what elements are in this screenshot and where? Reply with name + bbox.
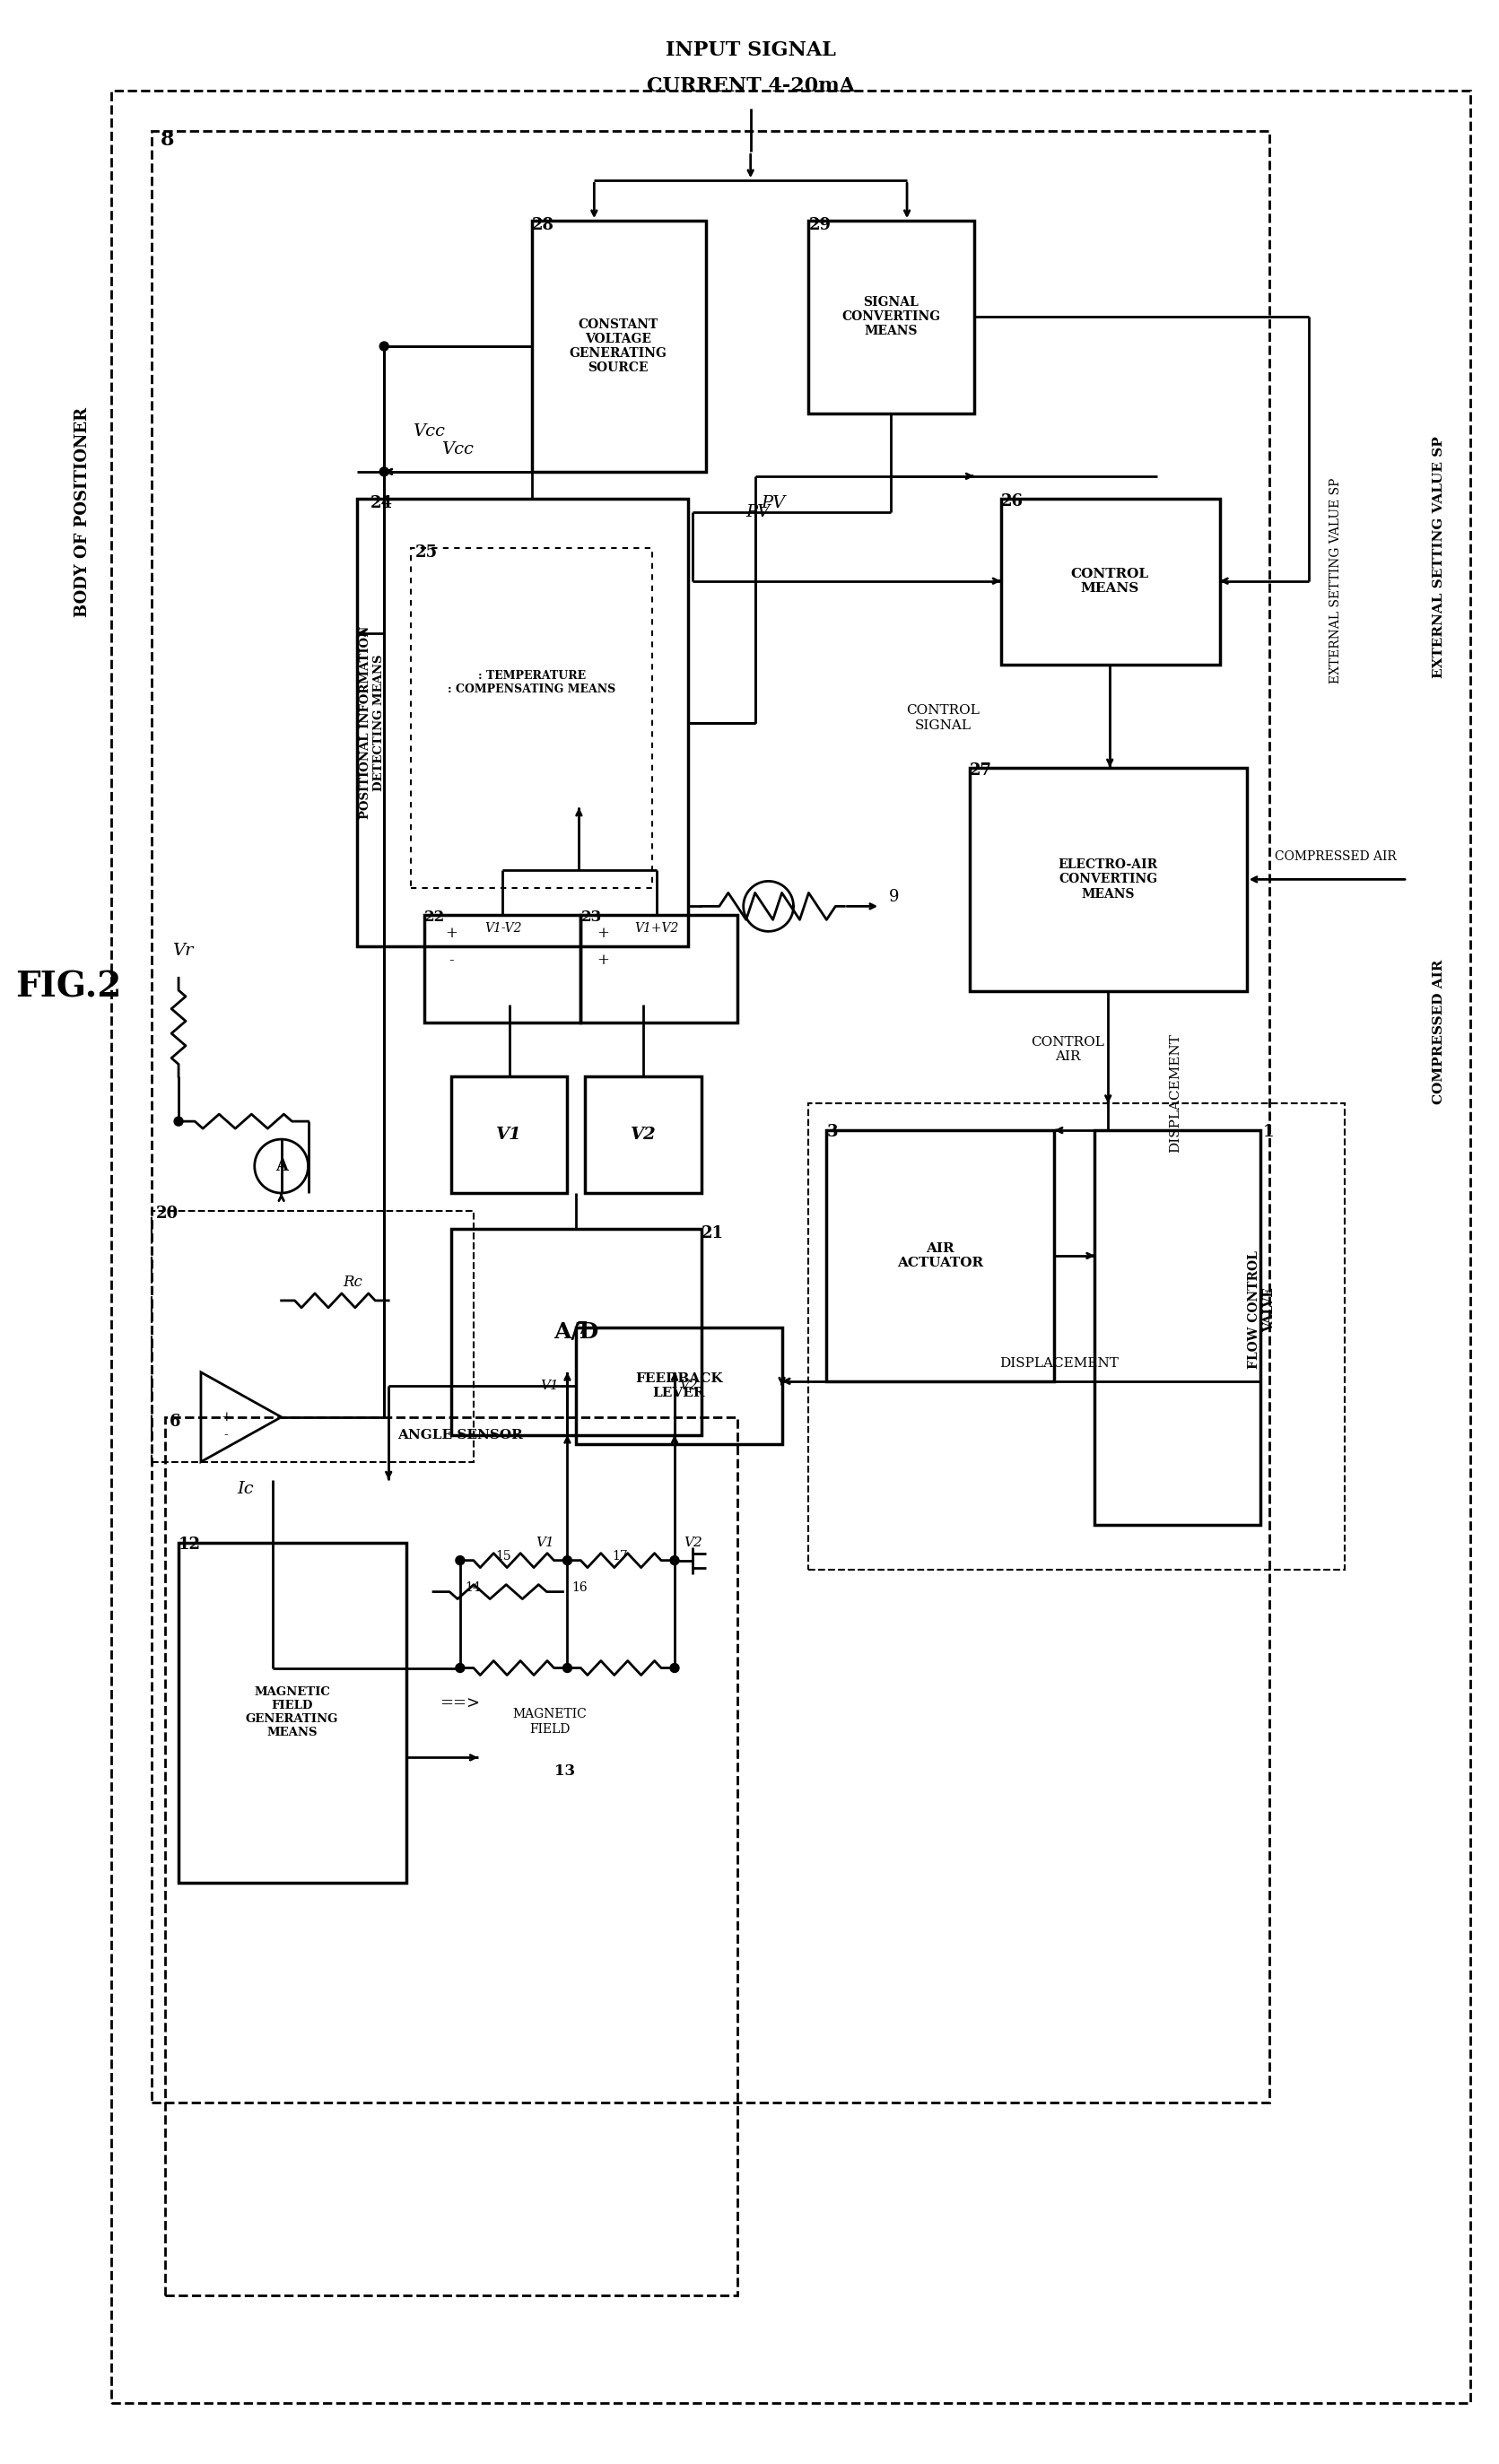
Text: POSITIONAL INFORMATION
DETECTING MEANS: POSITIONAL INFORMATION DETECTING MEANS (360, 626, 385, 818)
Text: V2: V2 (684, 1535, 702, 1550)
Text: EXTERNAL SETTING VALUE SP: EXTERNAL SETTING VALUE SP (1330, 478, 1342, 685)
Text: FIG.2: FIG.2 (15, 971, 121, 1003)
Bar (808, 1104, 1345, 1570)
Bar (151, 131, 1270, 2102)
Text: ANGLE SENSOR: ANGLE SENSOR (397, 1429, 523, 1441)
Text: CONSTANT
VOLTAGE
GENERATING
SOURCE: CONSTANT VOLTAGE GENERATING SOURCE (570, 318, 667, 375)
Text: A/D: A/D (553, 1321, 598, 1343)
Circle shape (456, 1663, 465, 1673)
Text: PV: PV (760, 495, 785, 510)
Text: PV: PV (747, 505, 770, 520)
Bar (826, 1131, 1054, 1382)
Text: ==>: ==> (439, 1695, 480, 1712)
Text: V1: V1 (535, 1535, 555, 1550)
Text: 1: 1 (1262, 1124, 1274, 1141)
Bar (151, 1210, 474, 1461)
Text: +: + (445, 926, 457, 941)
Text: : TEMPERATURE
: COMPENSATING MEANS: : TEMPERATURE : COMPENSATING MEANS (448, 670, 616, 695)
Bar (580, 914, 738, 1023)
Text: 3: 3 (826, 1124, 838, 1141)
Circle shape (379, 468, 388, 476)
Text: AIR
ACTUATOR: AIR ACTUATOR (896, 1242, 983, 1269)
Circle shape (456, 1555, 465, 1565)
Text: 8: 8 (160, 131, 174, 150)
Bar (451, 1077, 567, 1193)
Circle shape (670, 1555, 679, 1565)
Text: CONTROL
AIR: CONTROL AIR (1031, 1035, 1105, 1062)
Text: BODY OF POSITIONER: BODY OF POSITIONER (75, 407, 91, 616)
Text: 26: 26 (1001, 493, 1024, 510)
Bar (424, 914, 580, 1023)
Text: +: + (597, 926, 609, 941)
Text: COMPRESSED AIR: COMPRESSED AIR (1276, 850, 1397, 862)
Text: Vcc: Vcc (441, 441, 474, 458)
Text: CONTROL
MEANS: CONTROL MEANS (1070, 567, 1148, 594)
Circle shape (379, 342, 388, 350)
Text: INPUT SIGNAL: INPUT SIGNAL (666, 42, 836, 62)
Text: 9: 9 (889, 890, 899, 904)
Text: Rc: Rc (343, 1274, 363, 1291)
Circle shape (174, 1116, 183, 1126)
Bar (1001, 498, 1220, 665)
Text: DISPLACEMENT: DISPLACEMENT (1000, 1358, 1118, 1370)
Text: V2: V2 (631, 1126, 657, 1143)
Text: 12: 12 (178, 1535, 201, 1552)
Text: FEEDBACK
LEVER: FEEDBACK LEVER (636, 1372, 723, 1400)
Text: SIGNAL
CONVERTING
MEANS: SIGNAL CONVERTING MEANS (841, 296, 940, 338)
Text: 23: 23 (580, 909, 601, 924)
Circle shape (670, 1663, 679, 1673)
Text: 25: 25 (415, 545, 438, 559)
Text: 16: 16 (571, 1582, 588, 1594)
Text: +: + (220, 1412, 231, 1424)
Bar (585, 1077, 702, 1193)
Text: -: - (448, 954, 454, 968)
Bar (451, 1230, 702, 1434)
Text: V1-V2: V1-V2 (484, 922, 522, 934)
Text: EXTERNAL SETTING VALUE SP: EXTERNAL SETTING VALUE SP (1433, 436, 1445, 678)
Text: V1: V1 (540, 1380, 559, 1392)
Bar (532, 222, 706, 471)
Bar (576, 1328, 782, 1444)
Text: DISPLACEMENT: DISPLACEMENT (1169, 1032, 1181, 1153)
Text: CURRENT 4-20mA: CURRENT 4-20mA (646, 76, 854, 96)
Text: +: + (597, 954, 609, 968)
Text: 21: 21 (702, 1225, 724, 1242)
Text: V1+V2: V1+V2 (634, 922, 679, 934)
Text: CONTROL
SIGNAL: CONTROL SIGNAL (905, 705, 979, 732)
Text: 27: 27 (970, 761, 992, 779)
Text: 29: 29 (808, 217, 830, 234)
Text: 24: 24 (370, 495, 393, 510)
Bar (1094, 1131, 1261, 1525)
Text: 20: 20 (156, 1205, 178, 1222)
Bar (970, 766, 1247, 991)
Text: V1: V1 (496, 1126, 522, 1143)
Text: -: - (223, 1429, 228, 1441)
Text: 15: 15 (496, 1550, 511, 1562)
Text: Vr: Vr (172, 944, 193, 958)
Text: V2: V2 (679, 1380, 697, 1392)
Text: 28: 28 (532, 217, 555, 234)
Text: 13: 13 (555, 1764, 574, 1779)
Bar (357, 498, 688, 946)
Bar (411, 547, 652, 890)
Text: MAGNETIC
FIELD: MAGNETIC FIELD (513, 1708, 586, 1735)
Text: COMPRESSED AIR: COMPRESSED AIR (1433, 958, 1445, 1104)
Circle shape (564, 1555, 571, 1565)
Text: Vcc: Vcc (412, 424, 445, 439)
Text: 17: 17 (612, 1550, 628, 1562)
Text: Ic: Ic (237, 1481, 253, 1496)
Bar (165, 1417, 738, 2294)
Text: 7: 7 (576, 1321, 588, 1338)
Bar (178, 1542, 406, 1882)
Text: 22: 22 (424, 909, 445, 924)
Text: 6: 6 (169, 1414, 181, 1429)
Text: 14: 14 (465, 1582, 481, 1594)
Circle shape (564, 1663, 571, 1673)
Text: FLOW CONTROL
VALVE: FLOW CONTROL VALVE (1249, 1249, 1276, 1368)
Text: A: A (276, 1158, 288, 1175)
Bar (808, 222, 974, 414)
Text: MAGNETIC
FIELD
GENERATING
MEANS: MAGNETIC FIELD GENERATING MEANS (246, 1688, 339, 1740)
Text: ELECTRO-AIR
CONVERTING
MEANS: ELECTRO-AIR CONVERTING MEANS (1058, 857, 1157, 899)
